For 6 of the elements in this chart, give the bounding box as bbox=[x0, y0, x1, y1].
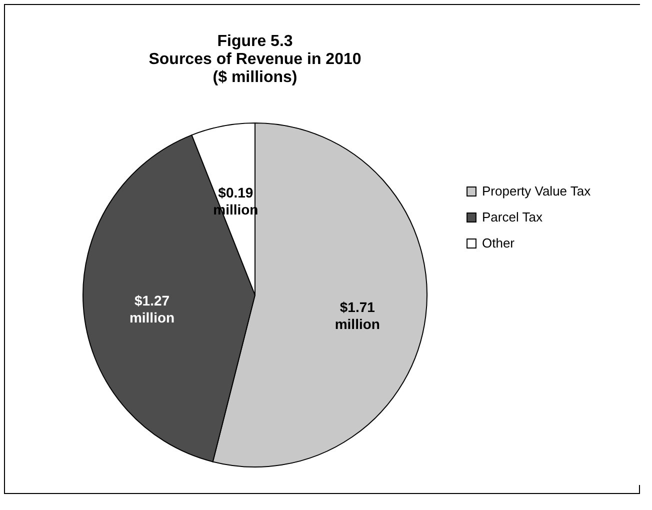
legend-label: Other bbox=[482, 236, 516, 250]
data-label: $1.27 million bbox=[129, 292, 175, 326]
data-label: $1.71 million bbox=[334, 298, 380, 332]
chart-title: Figure 5.3 Sources of Revenue in 2010 ($ millions) bbox=[148, 33, 362, 86]
legend-label: Parcel Tax bbox=[482, 210, 543, 224]
legend-label: Property Value Tax bbox=[482, 184, 592, 198]
